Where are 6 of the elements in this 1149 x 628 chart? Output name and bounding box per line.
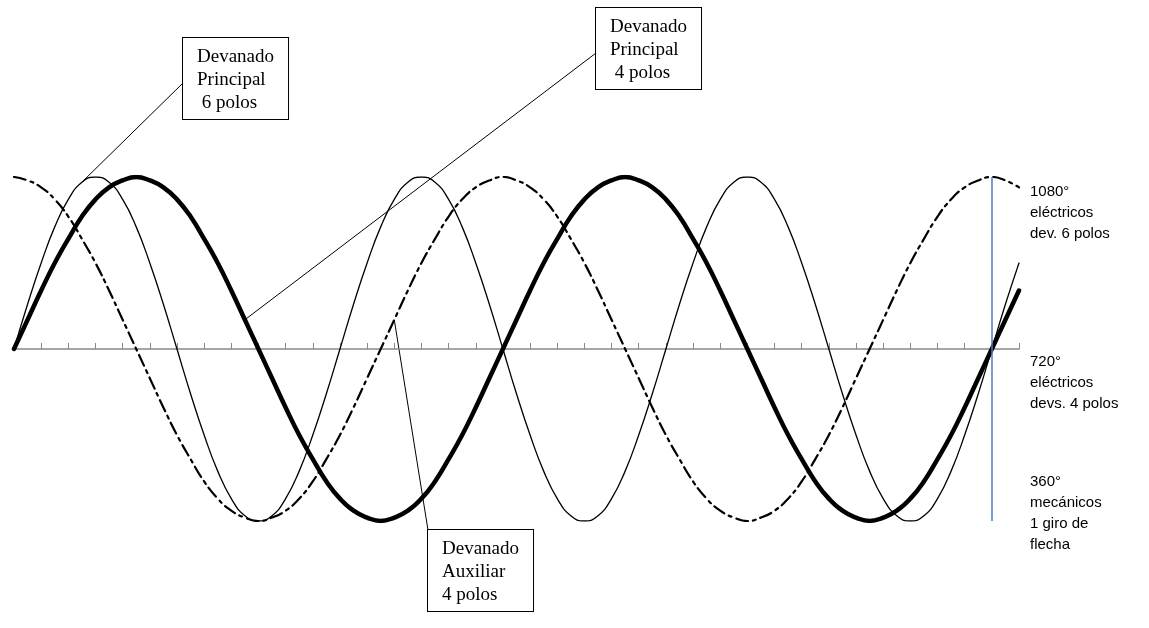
text: 360° mecánicos 1 giro de flecha	[1030, 472, 1102, 552]
text: Devanado Principal 4 polos	[610, 15, 688, 82]
text: Devanado Principal 6 polos	[197, 45, 275, 112]
text: 720° eléctricos devs. 4 polos	[1030, 352, 1119, 411]
text: Devanado Auxiliar 4 polos	[442, 537, 520, 604]
text: 1080° eléctricos dev. 6 polos	[1030, 182, 1110, 241]
